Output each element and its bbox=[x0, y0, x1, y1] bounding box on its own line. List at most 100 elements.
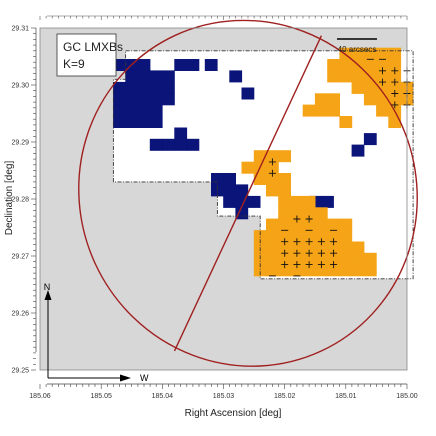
x-tick-label: 185.04 bbox=[152, 393, 174, 400]
plus-marker bbox=[293, 249, 301, 257]
excess-cell bbox=[363, 93, 377, 106]
excess-cell bbox=[339, 230, 353, 243]
deficit-cell bbox=[241, 87, 255, 100]
excess-cell bbox=[278, 241, 291, 254]
excess-cell bbox=[376, 81, 389, 94]
plus-marker bbox=[281, 249, 289, 257]
excess-cell bbox=[363, 252, 377, 265]
excess-cell bbox=[376, 47, 389, 60]
compass-north-label: N bbox=[44, 282, 51, 292]
excess-cell bbox=[314, 207, 328, 220]
deficit-cell bbox=[229, 70, 243, 83]
x-tick-label: 185.05 bbox=[90, 393, 112, 400]
excess-cell bbox=[327, 230, 340, 243]
excess-cell bbox=[314, 252, 328, 265]
excess-cell bbox=[241, 161, 255, 174]
north-arrow-icon bbox=[44, 290, 52, 300]
y-tick-label: 29.31 bbox=[11, 26, 29, 33]
excess-cell bbox=[253, 264, 267, 277]
excess-cell bbox=[363, 59, 377, 71]
deficit-cell bbox=[149, 93, 163, 106]
excess-cell bbox=[314, 264, 328, 277]
excess-cell bbox=[302, 241, 316, 254]
x-axis: 185.06 185.05 185.04 185.03 185.02 185.01 185.… bbox=[29, 383, 418, 400]
excess-cell bbox=[290, 207, 304, 220]
excess-cell bbox=[278, 252, 291, 265]
excess-cell bbox=[314, 230, 328, 243]
top-tick-row bbox=[39, 15, 408, 20]
excess-cell bbox=[388, 81, 402, 94]
deficit-cell bbox=[125, 93, 139, 106]
excess-cell bbox=[278, 173, 291, 185]
excess-cell bbox=[278, 218, 291, 231]
plus-marker bbox=[293, 261, 301, 269]
deficit-cell bbox=[125, 104, 139, 117]
plus-marker bbox=[305, 249, 313, 257]
excess-cell bbox=[388, 93, 402, 106]
excess-cell bbox=[278, 195, 291, 208]
deficit-cell bbox=[149, 138, 163, 151]
excess-cell bbox=[266, 252, 279, 265]
deficit-cell bbox=[149, 81, 163, 94]
scale-bar-label: 40 arcsecs bbox=[338, 45, 377, 54]
plus-marker bbox=[317, 238, 325, 246]
excess-cell bbox=[327, 264, 340, 277]
excess-cell bbox=[339, 264, 353, 277]
plus-marker bbox=[293, 238, 301, 246]
deficit-cell bbox=[113, 93, 126, 106]
x-axis-title: Right Ascension [deg] bbox=[185, 408, 282, 419]
excess-cell bbox=[302, 195, 316, 208]
compass-west-label: W bbox=[140, 373, 149, 383]
ellipse-outline bbox=[78, 19, 418, 367]
deficit-cell bbox=[363, 133, 377, 146]
deficit-cell bbox=[149, 104, 163, 117]
plus-marker bbox=[305, 215, 313, 223]
significance-markers bbox=[268, 58, 411, 277]
excess-cell bbox=[339, 116, 353, 128]
excess-cell bbox=[266, 173, 279, 185]
deficit-cell bbox=[137, 93, 151, 106]
excess-cell bbox=[314, 218, 328, 231]
excess-cell bbox=[351, 264, 365, 277]
plus-marker bbox=[317, 261, 325, 269]
excess-cell bbox=[376, 59, 389, 71]
excess-cell bbox=[266, 218, 279, 231]
plus-marker bbox=[391, 78, 399, 86]
deficit-cell bbox=[113, 81, 126, 94]
excess-cell bbox=[339, 218, 353, 231]
plus-marker bbox=[281, 261, 289, 269]
excess-cell bbox=[339, 59, 353, 71]
deficit-cell bbox=[137, 70, 151, 83]
deficit-cell bbox=[174, 138, 188, 151]
x-tick-label: 185.00 bbox=[396, 393, 418, 400]
excess-cell bbox=[253, 230, 267, 243]
deficit-cell bbox=[137, 81, 151, 94]
y-axis: 29.25 29.26 29.27 29.28 29.29 29.30 29.31 bbox=[11, 26, 37, 375]
excess-cell bbox=[339, 241, 353, 254]
excess-cell bbox=[302, 252, 316, 265]
x-tick-label: 185.03 bbox=[213, 393, 235, 400]
excess-cell bbox=[363, 81, 377, 94]
excess-cell bbox=[327, 104, 340, 117]
plus-marker bbox=[379, 67, 386, 75]
plus-marker bbox=[317, 249, 325, 257]
plot-frame bbox=[39, 27, 408, 371]
excess-cell bbox=[314, 241, 328, 254]
excess-cell bbox=[290, 241, 304, 254]
excess-cell bbox=[290, 218, 304, 231]
plus-marker bbox=[268, 169, 276, 177]
excess-cell bbox=[351, 70, 365, 83]
deficit-cell bbox=[247, 195, 261, 208]
excess-cell bbox=[327, 70, 340, 83]
excess-cell bbox=[327, 252, 340, 265]
deficit-cell bbox=[321, 195, 334, 208]
excess-cell bbox=[290, 264, 304, 277]
plus-marker bbox=[305, 238, 313, 246]
scale-bar: 40 arcsecs bbox=[337, 38, 377, 54]
legend-box: GC LMXBs K=9 bbox=[56, 33, 123, 77]
deficit-cell bbox=[174, 127, 188, 140]
compass: N W bbox=[44, 282, 149, 383]
deficit-cell bbox=[174, 59, 188, 71]
deficit-cell bbox=[204, 59, 218, 71]
ellipse-major-axis bbox=[173, 35, 323, 352]
